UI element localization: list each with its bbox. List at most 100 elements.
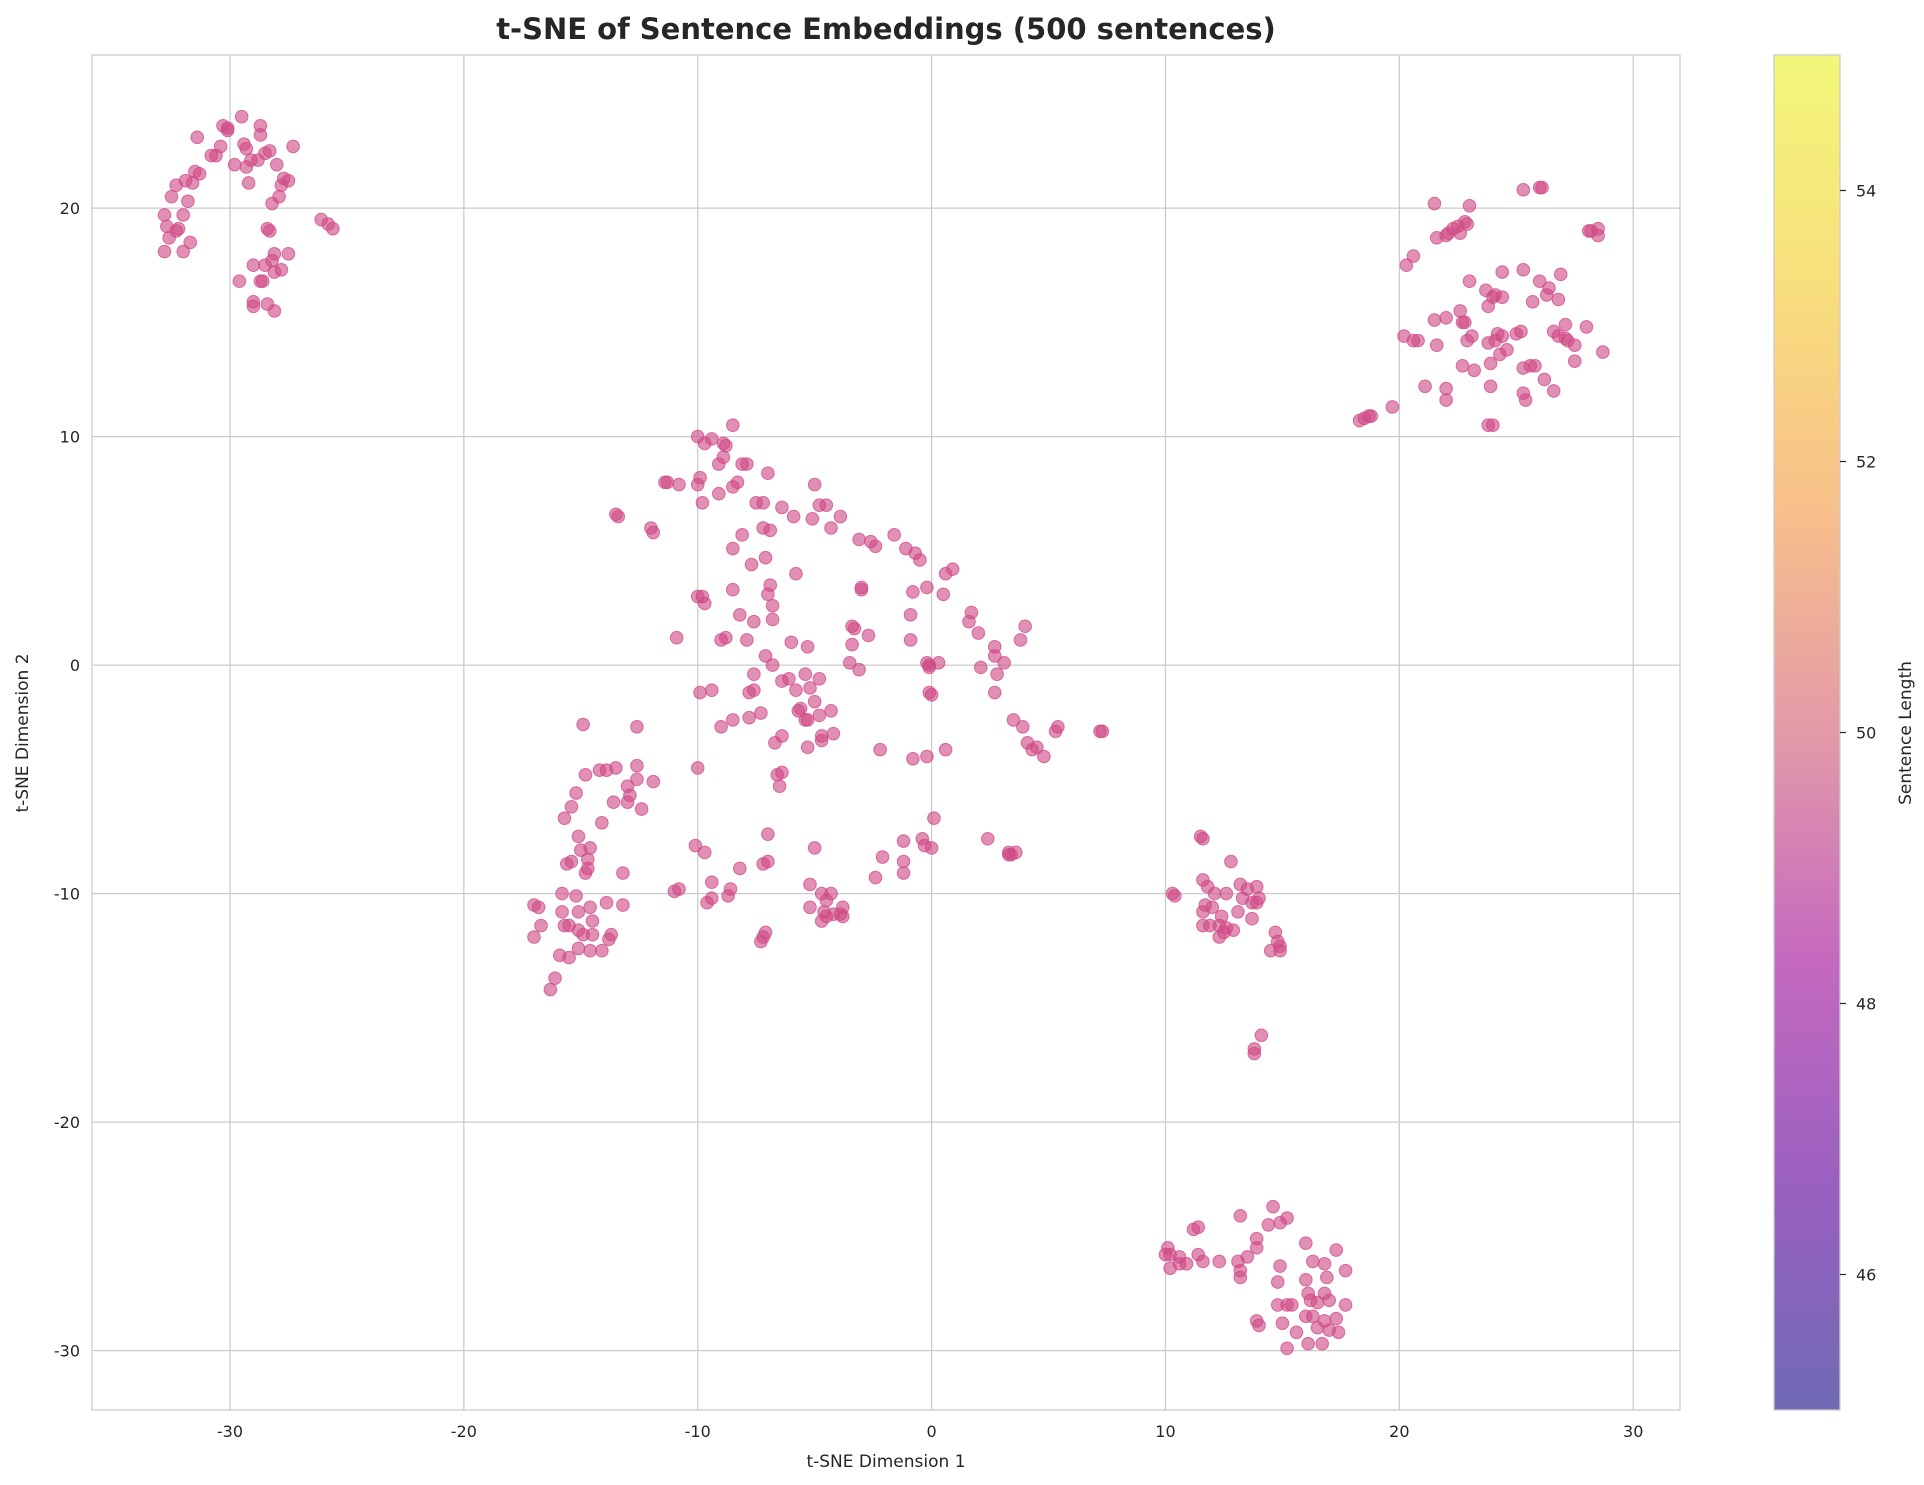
grid	[92, 55, 1680, 1410]
data-point	[1212, 930, 1227, 944]
data-point	[826, 726, 841, 741]
data-point	[669, 630, 684, 645]
data-point	[761, 587, 775, 602]
data-point	[789, 566, 803, 581]
data-point	[1315, 1336, 1329, 1351]
data-point	[695, 496, 710, 510]
data-point	[1320, 1270, 1334, 1285]
data-point	[1322, 1293, 1336, 1308]
data-point	[704, 432, 719, 446]
data-point	[1196, 905, 1210, 919]
colorbar-tick-label: 46	[1856, 1266, 1876, 1285]
data-point	[272, 189, 286, 204]
data-point	[1231, 905, 1245, 919]
data-point	[824, 703, 838, 718]
data-point	[555, 886, 569, 901]
data-point	[557, 811, 572, 825]
data-point	[1399, 258, 1414, 273]
data-point	[1465, 329, 1479, 343]
data-point	[726, 480, 740, 494]
data-point	[569, 786, 583, 800]
data-point	[1558, 317, 1573, 332]
data-point	[747, 667, 761, 682]
data-point	[1514, 324, 1528, 339]
data-point	[1245, 911, 1259, 926]
data-point	[690, 477, 705, 492]
data-point	[1317, 1256, 1332, 1271]
data-point	[1165, 886, 1180, 901]
data-point	[990, 667, 1004, 682]
data-point	[747, 683, 761, 698]
data-point	[658, 475, 672, 490]
data-point	[775, 729, 789, 743]
data-point	[585, 914, 600, 928]
data-point	[1095, 724, 1110, 739]
data-point	[1163, 1261, 1177, 1276]
data-point	[1186, 1222, 1201, 1237]
x-tick-label: -20	[451, 1422, 477, 1441]
data-point	[1411, 333, 1425, 348]
data-point	[1338, 1263, 1353, 1278]
data-point	[1306, 1254, 1320, 1269]
data-point	[711, 486, 726, 501]
data-point	[697, 845, 712, 860]
data-point	[814, 733, 829, 748]
data-point	[562, 950, 576, 965]
data-point	[286, 139, 300, 154]
data-point	[726, 418, 740, 432]
data-point	[765, 598, 780, 613]
data-point	[765, 612, 780, 627]
data-point	[569, 889, 583, 903]
data-point	[1500, 342, 1514, 357]
data-point	[798, 667, 813, 682]
data-point	[688, 838, 703, 853]
data-point	[1525, 294, 1540, 309]
data-point	[609, 761, 623, 775]
data-point	[630, 719, 644, 734]
data-point	[573, 843, 588, 857]
data-point	[269, 157, 284, 172]
data-point	[164, 189, 179, 204]
data-point	[789, 683, 803, 698]
data-point	[924, 841, 939, 855]
data-point	[585, 927, 600, 942]
data-point	[800, 740, 815, 755]
data-point	[1429, 338, 1444, 352]
data-point	[1439, 310, 1453, 325]
data-point	[1453, 226, 1467, 241]
y-tick-label: 20	[60, 199, 80, 218]
x-tick-label: -10	[685, 1422, 711, 1441]
data-point	[786, 509, 801, 524]
data-point	[548, 971, 562, 985]
data-point	[595, 943, 609, 958]
data-point	[583, 900, 597, 915]
data-point	[583, 943, 597, 958]
data-point	[842, 656, 857, 670]
data-point	[824, 886, 838, 901]
data-point	[1289, 1325, 1304, 1340]
data-point	[740, 633, 754, 647]
data-point	[756, 857, 771, 871]
data-point	[1037, 749, 1051, 764]
data-point	[1331, 1325, 1346, 1340]
data-point	[578, 767, 593, 782]
data-point	[812, 672, 827, 686]
data-point	[852, 662, 866, 677]
data-point	[602, 932, 616, 947]
data-point	[833, 907, 848, 921]
data-point	[564, 799, 579, 814]
data-point	[616, 866, 630, 880]
data-point	[742, 710, 756, 725]
data-point	[1249, 879, 1264, 894]
data-point	[906, 751, 920, 766]
data-point	[1196, 1254, 1210, 1269]
data-point	[543, 982, 558, 997]
y-tick-label: -30	[54, 1342, 80, 1361]
data-point	[595, 815, 609, 830]
data-point	[1249, 1231, 1264, 1246]
data-point	[924, 687, 939, 702]
data-point	[571, 829, 586, 844]
data-point	[1299, 1272, 1313, 1287]
data-point	[791, 703, 806, 718]
colorbar-tick-label: 52	[1856, 453, 1876, 472]
